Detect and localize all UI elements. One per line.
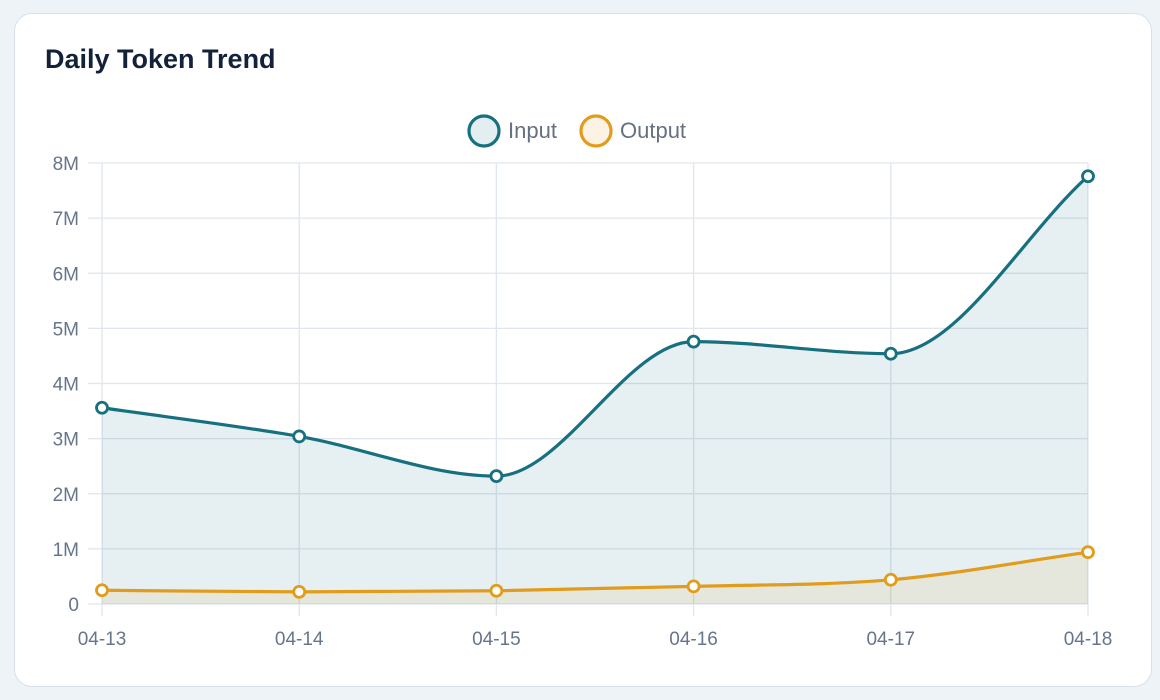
series-lines: [100, 174, 1090, 594]
y-tick-label: 3M: [53, 430, 79, 451]
data-point-output[interactable]: [292, 584, 307, 599]
y-tick-label: 2M: [53, 485, 79, 506]
legend[interactable]: Input Output: [467, 114, 686, 148]
y-tick-label: 4M: [53, 375, 79, 396]
card-title: Daily Token Trend: [45, 44, 276, 74]
series-line-output: [100, 550, 1090, 594]
grid-lines: [88, 162, 1089, 616]
x-tick-label: 04-15: [472, 629, 521, 650]
y-tick-label: 8M: [53, 154, 79, 175]
x-tick-label: 04-13: [78, 629, 127, 650]
axes: 0 1M 2M 3M 4M 5M 6M 7M 8M 04-13 04-14 04-15 04-16 04-…: [53, 154, 1113, 650]
data-point-output[interactable]: [95, 583, 109, 598]
legend-item-output[interactable]: Output: [579, 114, 686, 148]
legend-label: Output: [620, 118, 686, 143]
y-tick-label: 1M: [53, 540, 79, 561]
data-point-output[interactable]: [686, 579, 701, 594]
x-tick-label: 04-14: [275, 629, 324, 650]
data-point-input[interactable]: [1081, 169, 1095, 184]
data-point-input[interactable]: [489, 469, 504, 484]
y-tick-label: 7M: [53, 209, 79, 230]
x-tick-label: 04-16: [669, 629, 718, 650]
legend-label: Input: [508, 118, 557, 143]
data-point-input[interactable]: [292, 429, 307, 444]
series-area-input: [102, 176, 1088, 605]
x-tick-label: 04-17: [866, 629, 915, 650]
series-areas: [102, 176, 1088, 605]
y-tick-label: 0: [68, 595, 79, 616]
data-points: [95, 169, 1095, 599]
series-area-output: [102, 552, 1088, 604]
data-point-input[interactable]: [686, 334, 701, 349]
legend-item-input[interactable]: Input: [467, 114, 557, 148]
x-tick-label: 04-18: [1064, 629, 1113, 650]
data-point-output[interactable]: [883, 572, 898, 587]
y-tick-label: 6M: [53, 264, 79, 285]
legend-swatch: [579, 114, 613, 148]
legend-swatch: [467, 114, 501, 148]
series-line-input: [100, 174, 1090, 478]
data-point-input[interactable]: [95, 400, 109, 415]
y-tick-label: 5M: [53, 319, 79, 340]
data-point-output[interactable]: [1081, 545, 1095, 560]
data-point-input[interactable]: [883, 346, 898, 361]
data-point-output[interactable]: [489, 583, 504, 598]
